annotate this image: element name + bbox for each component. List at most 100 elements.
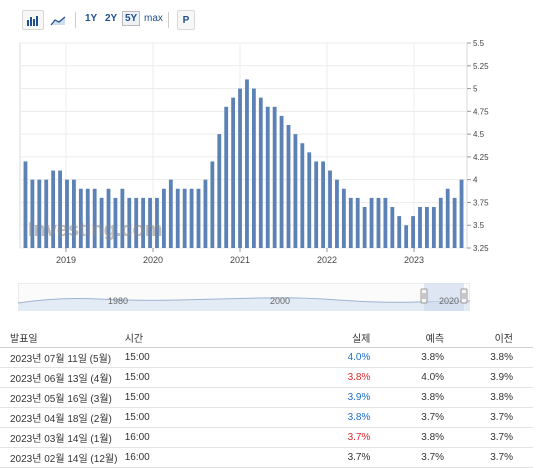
previous-cell: 3.7% — [445, 427, 533, 448]
data-bar[interactable] — [383, 197, 388, 248]
header-actual[interactable]: 실제 — [250, 327, 372, 348]
data-bar[interactable] — [431, 207, 436, 248]
navigator-left-handle[interactable] — [420, 288, 428, 304]
data-bar[interactable] — [120, 188, 125, 248]
data-bar[interactable] — [203, 179, 208, 248]
header-release-date[interactable]: 발표일 — [0, 327, 124, 348]
data-bar[interactable] — [286, 125, 291, 248]
data-bar[interactable] — [44, 179, 49, 248]
events-table: 발표일 시간 실제 예측 이전 2023년 07월 11일 (5월) 15:00 4… — [0, 327, 533, 468]
data-bar[interactable] — [127, 197, 132, 248]
toolbar-divider — [75, 12, 76, 28]
actual-cell: 3.8% — [250, 367, 372, 388]
area-chart-button[interactable] — [47, 10, 69, 30]
data-bar[interactable] — [321, 161, 326, 248]
previous-cell: 3.8% — [445, 347, 533, 368]
data-bar[interactable] — [348, 197, 353, 248]
data-bar[interactable] — [155, 197, 159, 248]
data-bar[interactable] — [425, 207, 429, 248]
data-bar[interactable] — [238, 88, 242, 248]
data-bar[interactable] — [231, 97, 236, 248]
header-forecast[interactable]: 예측 — [371, 327, 446, 348]
data-bar[interactable] — [314, 161, 319, 248]
y-tick-label: 5 — [473, 85, 478, 94]
y-tick-label: 4 — [473, 176, 478, 185]
chart-navigator[interactable]: 1980 2000 2020 — [17, 282, 471, 312]
data-bar[interactable] — [328, 170, 332, 248]
data-bar[interactable] — [376, 197, 381, 248]
data-bar[interactable] — [168, 179, 173, 248]
table-row: 2023년 06월 13일 (4월) 15:00 3.8% 4.0% 3.9% — [0, 367, 533, 388]
data-bar[interactable] — [113, 197, 118, 248]
data-bar[interactable] — [58, 170, 62, 248]
data-bar[interactable] — [355, 197, 360, 248]
data-bar[interactable] — [245, 79, 249, 248]
range-1y-button[interactable]: 1Y — [85, 13, 98, 24]
data-bar[interactable] — [341, 188, 346, 248]
actual-cell: 3.8% — [250, 407, 372, 428]
data-bar[interactable] — [251, 88, 256, 248]
data-bar[interactable] — [411, 216, 415, 248]
data-bar[interactable] — [78, 188, 83, 248]
release-date-cell: 2023년 04월 18일 (2월) — [0, 407, 124, 428]
data-bar[interactable] — [307, 152, 312, 248]
data-bar[interactable] — [459, 179, 464, 248]
print-label: P — [182, 14, 190, 26]
range-5y-button[interactable]: 5Y — [122, 11, 141, 26]
data-bar[interactable] — [293, 134, 298, 248]
header-previous[interactable]: 이전 — [445, 327, 533, 348]
data-bar[interactable] — [404, 225, 409, 248]
data-bar[interactable] — [279, 115, 284, 248]
print-button[interactable]: P — [177, 10, 195, 30]
toolbar-divider — [168, 12, 169, 28]
data-bar[interactable] — [99, 197, 104, 248]
time-cell: 15:00 — [123, 407, 251, 428]
data-bar[interactable] — [438, 197, 443, 248]
data-bar[interactable] — [182, 188, 187, 248]
data-bar[interactable] — [65, 179, 69, 248]
data-bar[interactable] — [92, 188, 97, 248]
forecast-cell: 3.8% — [371, 427, 446, 448]
y-tick-label: 5.5 — [473, 39, 485, 48]
data-bar[interactable] — [106, 188, 111, 248]
data-bar[interactable] — [72, 179, 76, 248]
bar-chart-button[interactable] — [22, 10, 44, 30]
release-date-cell: 2023년 05월 16일 (3월) — [0, 387, 124, 408]
data-bar[interactable] — [23, 161, 28, 248]
data-bar[interactable] — [148, 197, 152, 248]
main-chart[interactable]: 5.5 5.25 5 4.75 4.5 4.25 4 3.75 3.5 3.25 2019 2020 2… — [0, 38, 541, 270]
navigator-label-2000: 2000 — [270, 296, 290, 306]
data-bar[interactable] — [300, 143, 305, 248]
data-bar[interactable] — [397, 216, 402, 248]
data-bar[interactable] — [189, 188, 194, 248]
range-2y-button[interactable]: 2Y — [105, 13, 118, 24]
data-bar[interactable] — [51, 170, 56, 248]
data-bar[interactable] — [161, 188, 166, 248]
header-time[interactable]: 시간 — [123, 327, 251, 348]
range-max-button[interactable]: max — [144, 13, 163, 24]
data-bar[interactable] — [452, 197, 457, 248]
data-bar[interactable] — [134, 197, 139, 248]
data-bar[interactable] — [224, 106, 229, 249]
data-bar[interactable] — [272, 106, 277, 249]
data-bar[interactable] — [217, 134, 222, 248]
data-bar[interactable] — [445, 188, 450, 248]
release-date-cell: 2023년 06월 13일 (4월) — [0, 367, 124, 388]
data-bar[interactable] — [335, 179, 339, 248]
data-bar[interactable] — [258, 97, 263, 248]
data-bar[interactable] — [196, 188, 201, 248]
data-bar[interactable] — [85, 188, 90, 248]
data-bar[interactable] — [369, 197, 374, 248]
navigator-right-handle[interactable] — [460, 288, 468, 304]
x-tick-label: 2021 — [230, 255, 250, 265]
data-bar[interactable] — [175, 188, 180, 248]
data-bar[interactable] — [30, 179, 35, 248]
data-bar[interactable] — [141, 197, 146, 248]
data-bar[interactable] — [418, 207, 422, 248]
data-bar[interactable] — [210, 161, 215, 248]
data-bar[interactable] — [265, 106, 270, 249]
data-bar[interactable] — [390, 207, 395, 248]
release-date-cell: 2023년 07월 11일 (5월) — [0, 347, 124, 368]
data-bar[interactable] — [362, 207, 367, 248]
data-bar[interactable] — [37, 179, 42, 248]
